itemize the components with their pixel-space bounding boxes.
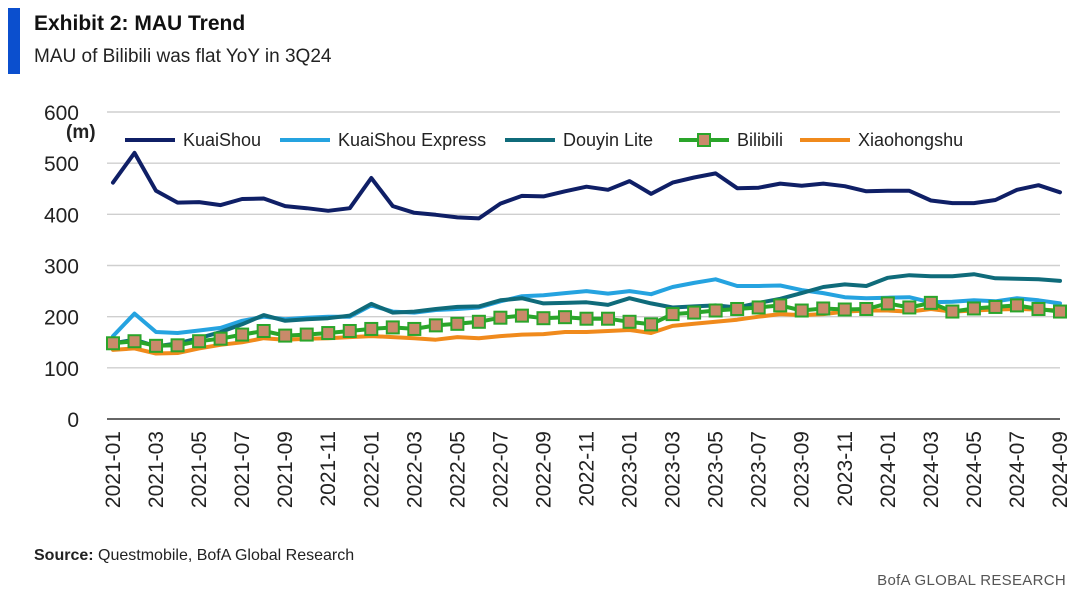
point-bilibili-2023-09 bbox=[794, 303, 809, 318]
point-bilibili-2024-01 bbox=[880, 296, 895, 311]
point-bilibili-2024-05 bbox=[966, 301, 981, 316]
point-bilibili-2021-01 bbox=[106, 336, 120, 351]
point-bilibili-2022-02 bbox=[385, 320, 400, 335]
point-bilibili-2024-03 bbox=[923, 295, 938, 310]
x-tick-label-2022-01: 2022-01 bbox=[360, 431, 383, 508]
point-bilibili-2024-02 bbox=[902, 300, 917, 315]
accent-bar bbox=[8, 8, 20, 74]
source-label: Source: bbox=[34, 547, 94, 564]
legend-label-douyin-lite: Douyin Lite bbox=[563, 130, 653, 150]
y-axis-ticks: 0 100 200 300 400 500 600 bbox=[44, 102, 79, 432]
point-bilibili-2021-03 bbox=[149, 338, 164, 353]
point-bilibili-2022-11 bbox=[579, 311, 594, 326]
point-bilibili-2021-08 bbox=[256, 323, 271, 338]
point-bilibili-2023-04 bbox=[687, 305, 702, 320]
point-bilibili-2022-07 bbox=[493, 310, 508, 325]
x-tick-label-2021-09: 2021-09 bbox=[274, 431, 297, 508]
x-tick-label-2023-05: 2023-05 bbox=[705, 431, 728, 508]
x-tick-label-2021-11: 2021-11 bbox=[317, 431, 340, 507]
series-line-kuaishou bbox=[111, 150, 1062, 221]
legend: KuaiShou KuaiShou Express Douyin Lite Bilib… bbox=[125, 130, 963, 150]
legend-label-kuaishou: KuaiShou bbox=[183, 130, 261, 150]
point-bilibili-2021-10 bbox=[299, 327, 314, 342]
x-tick-label-2023-01: 2023-01 bbox=[619, 431, 642, 508]
x-axis: 2021-01 2021-03 2021-05 2021-07 2021-09 2021-… bbox=[102, 418, 1072, 508]
x-tick-label-2022-05: 2022-05 bbox=[446, 431, 469, 508]
point-bilibili-2023-07 bbox=[751, 300, 766, 315]
legend-label-kuaishou-express: KuaiShou Express bbox=[338, 130, 486, 150]
x-tick-label-2023-11: 2023-11 bbox=[834, 431, 857, 507]
point-bilibili-2024-09 bbox=[1053, 304, 1067, 319]
point-bilibili-2023-06 bbox=[730, 301, 745, 316]
point-bilibili-2021-11 bbox=[321, 326, 336, 341]
point-bilibili-2024-06 bbox=[988, 299, 1003, 314]
source-note: Source: Questmobile, BofA Global Researc… bbox=[34, 547, 354, 565]
x-tick-label-2021-07: 2021-07 bbox=[231, 431, 254, 508]
point-bilibili-2023-03 bbox=[665, 307, 680, 322]
point-bilibili-2022-09 bbox=[536, 311, 551, 326]
point-bilibili-2021-02 bbox=[127, 334, 142, 349]
x-tick-label-2023-07: 2023-07 bbox=[748, 431, 771, 508]
point-bilibili-2021-12 bbox=[342, 323, 357, 338]
series-line-douyin-lite bbox=[111, 272, 1062, 349]
y-tick-label-600: 600 bbox=[44, 102, 79, 125]
point-bilibili-2023-08 bbox=[773, 298, 788, 313]
legend-label-xiaohongshu: Xiaohongshu bbox=[858, 130, 963, 150]
point-bilibili-2024-04 bbox=[945, 304, 960, 319]
point-bilibili-2022-08 bbox=[514, 308, 529, 323]
y-tick-label-500: 500 bbox=[44, 153, 79, 176]
point-bilibili-2024-07 bbox=[1009, 298, 1024, 313]
chart-subtitle: MAU of Bilibili was flat YoY in 3Q24 bbox=[34, 46, 332, 67]
point-bilibili-2023-01 bbox=[622, 314, 637, 329]
x-tick-label-2021-03: 2021-03 bbox=[145, 431, 168, 508]
y-tick-label-200: 200 bbox=[44, 307, 79, 330]
x-tick-label-2023-03: 2023-03 bbox=[662, 431, 685, 508]
x-tick-label-2024-09: 2024-09 bbox=[1049, 431, 1072, 508]
point-bilibili-2024-08 bbox=[1031, 301, 1046, 316]
point-bilibili-2021-09 bbox=[278, 328, 293, 343]
source-text: Questmobile, BofA Global Research bbox=[93, 547, 355, 564]
x-tick-label-2021-01: 2021-01 bbox=[102, 431, 125, 508]
point-bilibili-2021-06 bbox=[213, 331, 228, 346]
gridlines bbox=[107, 111, 1060, 369]
point-bilibili-2023-02 bbox=[644, 317, 659, 332]
x-tick-label-2023-09: 2023-09 bbox=[791, 431, 814, 508]
point-bilibili-2023-12 bbox=[859, 301, 874, 316]
legend-label-bilibili: Bilibili bbox=[737, 130, 783, 150]
point-bilibili-2023-10 bbox=[816, 301, 831, 316]
y-tick-label-0: 0 bbox=[67, 409, 79, 432]
point-bilibili-2022-04 bbox=[428, 318, 443, 333]
chart-title: Exhibit 2: MAU Trend bbox=[34, 12, 246, 35]
y-tick-label-100: 100 bbox=[44, 358, 79, 381]
point-bilibili-2022-06 bbox=[471, 314, 486, 329]
x-tick-label-2022-07: 2022-07 bbox=[489, 431, 512, 508]
y-tick-label-400: 400 bbox=[44, 204, 79, 227]
x-tick-label-2024-01: 2024-01 bbox=[877, 431, 900, 508]
x-tick-label-2022-11: 2022-11 bbox=[576, 431, 599, 507]
brand-label: BofA GLOBAL RESEARCH bbox=[877, 572, 1066, 589]
x-tick-label-2024-03: 2024-03 bbox=[920, 431, 943, 508]
point-bilibili-2023-11 bbox=[837, 302, 852, 317]
point-bilibili-2022-01 bbox=[364, 321, 379, 336]
point-bilibili-2021-07 bbox=[235, 327, 250, 342]
x-tick-label-2021-05: 2021-05 bbox=[188, 431, 211, 508]
x-tick-label-2024-07: 2024-07 bbox=[1006, 431, 1029, 508]
y-tick-label-300: 300 bbox=[44, 256, 79, 279]
point-bilibili-2022-03 bbox=[407, 321, 422, 336]
point-bilibili-2022-10 bbox=[557, 310, 572, 325]
x-tick-label-2022-09: 2022-09 bbox=[532, 431, 555, 508]
legend-marker-bilibili bbox=[697, 133, 711, 147]
point-bilibili-2022-12 bbox=[601, 311, 616, 326]
series-line-xiaohongshu bbox=[111, 307, 1062, 356]
y-unit-label: (m) bbox=[66, 122, 96, 143]
point-bilibili-2021-04 bbox=[170, 338, 185, 353]
series-layer bbox=[106, 150, 1067, 356]
point-bilibili-2021-05 bbox=[192, 334, 207, 349]
point-bilibili-2023-05 bbox=[708, 303, 723, 318]
point-bilibili-2022-05 bbox=[450, 316, 465, 331]
x-tick-label-2024-05: 2024-05 bbox=[963, 431, 986, 508]
x-tick-label-2022-03: 2022-03 bbox=[403, 431, 426, 508]
